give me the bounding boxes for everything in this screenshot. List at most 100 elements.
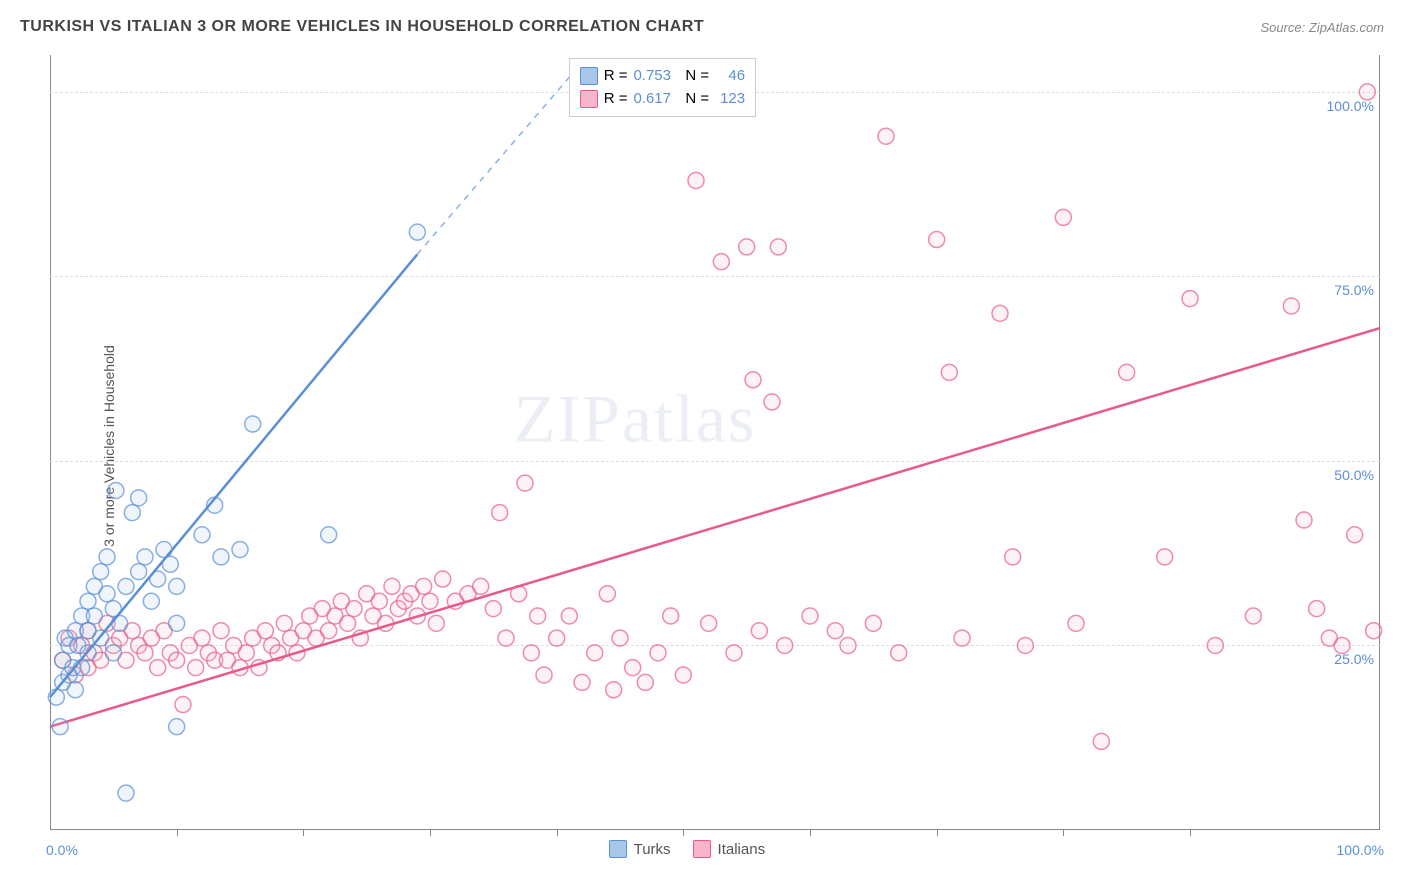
scatter-point <box>67 682 83 698</box>
scatter-point <box>473 578 489 594</box>
scatter-point <box>1157 549 1173 565</box>
scatter-point <box>878 128 894 144</box>
scatter-point <box>213 549 229 565</box>
scatter-point <box>99 586 115 602</box>
x-axis-min-label: 0.0% <box>46 842 78 858</box>
scatter-point <box>1347 527 1363 543</box>
scatter-point <box>561 608 577 624</box>
scatter-point <box>802 608 818 624</box>
scatter-point <box>169 719 185 735</box>
scatter-point <box>865 615 881 631</box>
scatter-point <box>435 571 451 587</box>
scatter-point <box>599 586 615 602</box>
scatter-point <box>169 615 185 631</box>
stats-n-label: N = <box>677 65 709 88</box>
scatter-point <box>650 645 666 661</box>
scatter-point <box>1055 209 1071 225</box>
legend-label-italians: Italians <box>718 841 766 858</box>
scatter-point <box>764 394 780 410</box>
swatch-turks <box>580 67 598 85</box>
scatter-point <box>188 660 204 676</box>
scatter-point <box>1309 601 1325 617</box>
scatter-point <box>257 623 273 639</box>
scatter-point <box>1334 637 1350 653</box>
legend: Turks Italians <box>609 840 765 858</box>
scatter-svg <box>50 55 1380 830</box>
scatter-point <box>498 630 514 646</box>
scatter-point <box>169 652 185 668</box>
scatter-point <box>1296 512 1312 528</box>
stats-r-turks: 0.753 <box>633 65 671 88</box>
x-tick-mark <box>937 830 938 836</box>
scatter-point <box>1366 623 1382 639</box>
scatter-point <box>1182 291 1198 307</box>
stats-r-label: R = <box>604 65 628 88</box>
scatter-point <box>1359 84 1375 100</box>
scatter-point <box>1093 733 1109 749</box>
scatter-point <box>143 593 159 609</box>
scatter-point <box>606 682 622 698</box>
scatter-point <box>891 645 907 661</box>
scatter-point <box>422 593 438 609</box>
scatter-point <box>52 719 68 735</box>
scatter-point <box>663 608 679 624</box>
scatter-point <box>108 482 124 498</box>
scatter-point <box>150 660 166 676</box>
scatter-point <box>118 785 134 801</box>
stats-row-turks: R = 0.753 N = 46 <box>580 65 745 88</box>
stats-r-italians: 0.617 <box>633 88 671 111</box>
scatter-point <box>99 549 115 565</box>
scatter-point <box>321 527 337 543</box>
scatter-point <box>416 578 432 594</box>
scatter-point <box>549 630 565 646</box>
scatter-point <box>840 637 856 653</box>
x-tick-mark <box>683 830 684 836</box>
plot-area: 25.0%50.0%75.0%100.0% ZIPatlas R = 0.753… <box>50 55 1380 830</box>
scatter-point <box>574 674 590 690</box>
scatter-point <box>688 172 704 188</box>
trend-line-dashed <box>417 62 582 254</box>
scatter-point <box>371 593 387 609</box>
scatter-point <box>713 254 729 270</box>
legend-swatch-turks <box>609 840 627 858</box>
scatter-point <box>346 601 362 617</box>
scatter-point <box>384 578 400 594</box>
scatter-point <box>105 645 121 661</box>
scatter-point <box>954 630 970 646</box>
scatter-point <box>169 578 185 594</box>
stats-n-italians: 123 <box>715 88 745 111</box>
scatter-point <box>751 623 767 639</box>
scatter-point <box>194 527 210 543</box>
legend-item-italians: Italians <box>693 840 766 858</box>
scatter-point <box>492 505 508 521</box>
scatter-point <box>536 667 552 683</box>
scatter-point <box>245 416 261 432</box>
scatter-point <box>827 623 843 639</box>
scatter-point <box>941 364 957 380</box>
scatter-point <box>739 239 755 255</box>
scatter-point <box>587 645 603 661</box>
legend-label-turks: Turks <box>634 841 671 858</box>
scatter-point <box>175 697 191 713</box>
scatter-point <box>726 645 742 661</box>
swatch-italians <box>580 90 598 108</box>
scatter-point <box>118 578 134 594</box>
scatter-point <box>777 637 793 653</box>
scatter-point <box>428 615 444 631</box>
scatter-point <box>1068 615 1084 631</box>
scatter-point <box>745 372 761 388</box>
stats-box: R = 0.753 N = 46 R = 0.617 N = 123 <box>569 58 756 117</box>
scatter-point <box>194 630 210 646</box>
scatter-point <box>321 623 337 639</box>
scatter-point <box>701 615 717 631</box>
scatter-point <box>276 615 292 631</box>
x-axis-max-label: 100.0% <box>1337 842 1384 858</box>
stats-n-label: N = <box>677 88 709 111</box>
stats-row-italians: R = 0.617 N = 123 <box>580 88 745 111</box>
scatter-point <box>238 645 254 661</box>
scatter-point <box>523 645 539 661</box>
scatter-point <box>80 593 96 609</box>
scatter-point <box>93 564 109 580</box>
scatter-point <box>131 564 147 580</box>
legend-swatch-italians <box>693 840 711 858</box>
